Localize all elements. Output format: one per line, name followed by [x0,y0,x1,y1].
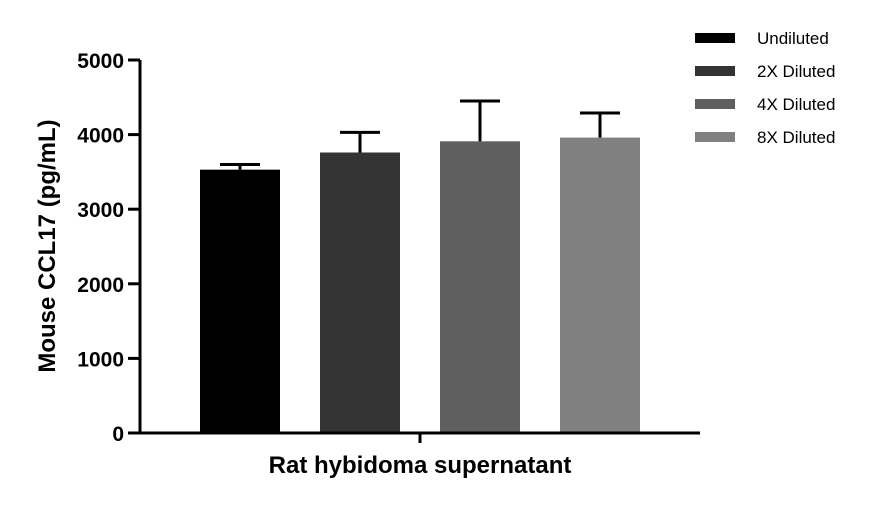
y-tick-label: 1000 [77,348,124,371]
bar-8x-diluted [560,137,640,434]
legend-label: Undiluted [757,29,829,48]
y-tick-label: 3000 [77,199,124,222]
error-bars-group [220,99,620,170]
bar-2x-diluted [320,152,400,433]
legend-label: 2X Diluted [757,62,835,81]
y-tick-label: 5000 [77,50,124,73]
legend-swatch [695,99,735,109]
y-axis-title: Mouse CCL17 (pg/mL) [34,119,61,372]
legend-label: 8X Diluted [757,128,835,147]
y-tick-label: 2000 [77,274,124,297]
legend-swatch [695,33,735,43]
legend-label: 4X Diluted [757,95,835,114]
y-tick-label: 0 [112,423,124,446]
bar-undiluted [200,169,280,434]
legend-swatch [695,132,735,142]
bar-4x-diluted [440,141,520,433]
x-axis-title: Rat hybidoma supernatant [269,452,572,479]
x-axis [139,431,700,443]
y-axis: 0 1000 2000 3000 4000 5000 [77,50,142,446]
bars-group [200,137,640,434]
legend: Undiluted 2X Diluted 4X Diluted 8X Diluted [695,29,835,147]
legend-swatch [695,66,735,76]
y-tick-label: 4000 [77,125,124,148]
